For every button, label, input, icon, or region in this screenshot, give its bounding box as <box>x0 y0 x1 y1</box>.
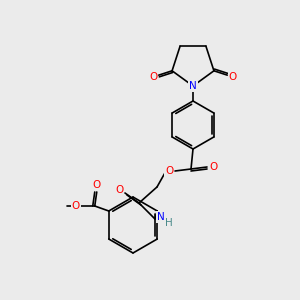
Text: H: H <box>165 218 173 228</box>
Text: O: O <box>165 166 173 176</box>
Text: N: N <box>157 212 165 222</box>
Text: N: N <box>189 81 197 91</box>
Text: O: O <box>229 72 237 82</box>
Text: O: O <box>209 162 217 172</box>
Text: O: O <box>115 185 123 195</box>
Text: O: O <box>93 180 101 190</box>
Text: O: O <box>72 201 80 211</box>
Text: O: O <box>149 72 157 82</box>
